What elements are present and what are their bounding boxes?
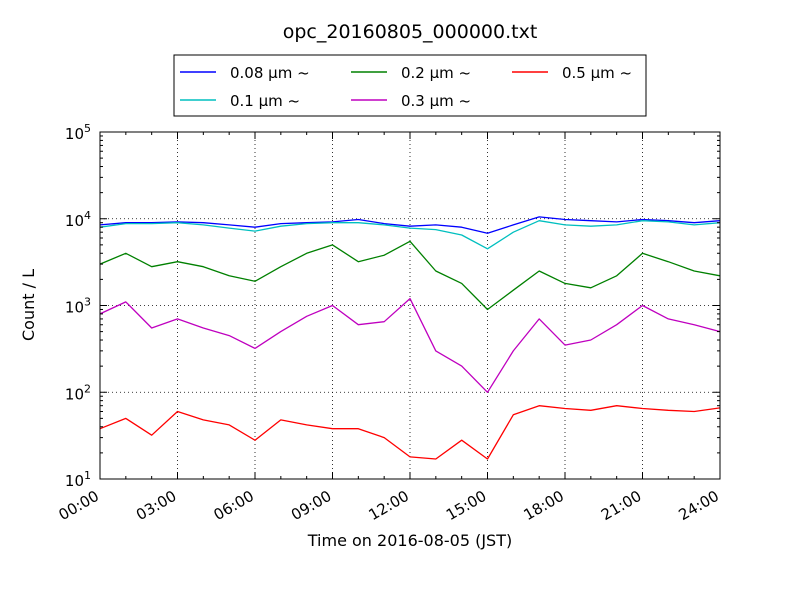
x-tick-label: 15:00 bbox=[443, 487, 489, 524]
series-line-4 bbox=[99, 405, 721, 460]
x-tick-label: 21:00 bbox=[598, 487, 644, 524]
x-tick-label: 12:00 bbox=[366, 487, 412, 524]
x-tick-label: 06:00 bbox=[211, 487, 257, 524]
y-axis-label: Count / L bbox=[19, 269, 38, 341]
y-tick-label: 105 bbox=[65, 122, 91, 143]
x-tick-label: 00:00 bbox=[56, 487, 102, 524]
x-tick-label: 24:00 bbox=[676, 487, 722, 524]
chart-title: opc_20160805_000000.txt bbox=[283, 21, 538, 43]
x-axis-label: Time on 2016-08-05 (JST) bbox=[307, 531, 512, 550]
y-tick-label: 103 bbox=[65, 296, 91, 317]
series-line-1 bbox=[99, 220, 721, 250]
grid bbox=[100, 132, 720, 479]
legend-label: 0.08 μm ~ bbox=[230, 64, 310, 82]
legend-label: 0.2 μm ~ bbox=[401, 64, 471, 82]
legend-box bbox=[173, 54, 647, 117]
x-tick-label: 09:00 bbox=[288, 487, 334, 524]
y-tick-label: 104 bbox=[65, 209, 91, 230]
legend-label: 0.3 μm ~ bbox=[401, 92, 471, 110]
ticks: 00:00 03:00 06:00 09:00 12:00 15:00 18:00 21:00… bbox=[56, 122, 722, 524]
y-tick-label: 101 bbox=[65, 469, 91, 490]
y-tick-label: 102 bbox=[65, 382, 91, 403]
x-tick-label: 18:00 bbox=[521, 487, 567, 524]
series-group bbox=[99, 216, 721, 460]
series-line-0 bbox=[99, 216, 721, 234]
legend: 0.08 μm ~ 0.1 μm ~ 0.2 μm ~ 0.3 μm ~ 0.5 μm … bbox=[173, 54, 647, 117]
series-line-2 bbox=[99, 240, 721, 311]
series-line-3 bbox=[99, 297, 721, 393]
x-tick-label: 03:00 bbox=[133, 487, 179, 524]
legend-label: 0.5 μm ~ bbox=[562, 64, 632, 82]
legend-label: 0.1 μm ~ bbox=[230, 92, 300, 110]
